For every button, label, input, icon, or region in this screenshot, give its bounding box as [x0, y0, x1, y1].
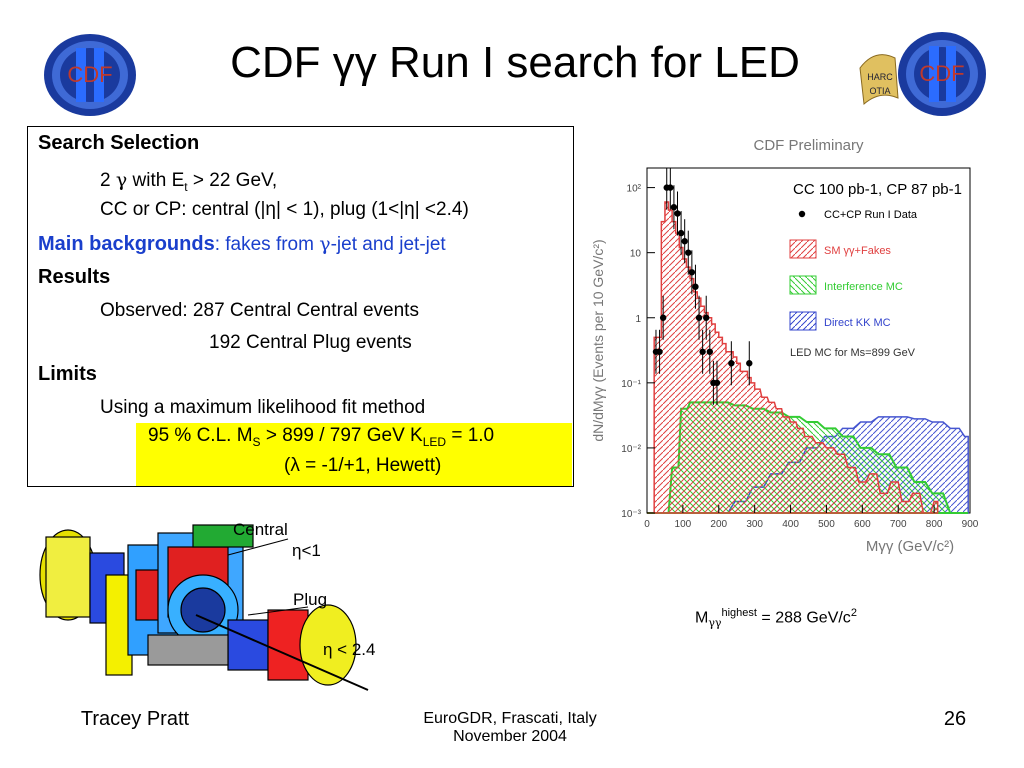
legend-swatch: [789, 311, 817, 331]
banner-text-1: HARC: [867, 72, 893, 82]
x-tick-label: 200: [710, 519, 727, 530]
selection-box: Search Selection 2 γ with Et > 22 GeV, C…: [27, 126, 574, 487]
backgrounds-line: Main backgrounds: fakes from γ-jet and j…: [38, 233, 446, 255]
banner-text-2: OTIA: [869, 86, 890, 96]
data-point: [659, 314, 667, 321]
x-axis-label: Mγγ (GeV/c²): [866, 538, 954, 555]
observed-line: Observed: 287 Central Central events: [100, 300, 419, 321]
data-point: [728, 360, 735, 367]
venue-line-1: EuroGDR, Frascati, Italy: [423, 710, 597, 727]
x-tick-label: 0: [644, 519, 650, 530]
y-tick-label: 10⁻¹: [621, 379, 641, 390]
legend-note: LED MC for Ms=899 GeV: [790, 347, 916, 359]
results-heading: Results: [38, 266, 111, 288]
venue-line-2: November 2004: [453, 728, 567, 745]
detector-drawing: Central η<1 Plug η < 2.4: [39, 520, 375, 691]
x-tick-label: 100: [675, 519, 692, 530]
mass-note: Mγγhighest = 288 GeV/c2: [695, 607, 857, 630]
legend-swatch: [789, 239, 817, 259]
venue: EuroGDR, Frascati, Italy November 2004: [380, 710, 640, 746]
page-number: 26: [943, 708, 967, 730]
legend-label: CC+CP Run I Data: [824, 209, 918, 221]
limit-line-2: (λ = -1/+1, Hewett): [284, 455, 442, 476]
x-tick-label: 600: [854, 519, 871, 530]
x-tick-label: 300: [746, 519, 763, 530]
legend-swatch-data: [798, 210, 806, 218]
x-tick-label: 800: [926, 519, 943, 530]
legend-label: Interference MC: [824, 281, 903, 293]
chart-container: CDF Preliminary 0 100 200 300 400 500 600 700 800…: [585, 128, 995, 558]
data-point: [699, 348, 706, 355]
gamma-symbol: γ: [115, 169, 128, 191]
y-axis-label: dN/dMγγ (Events per 10 GeV/c²): [590, 239, 606, 441]
y-tick-label: 10: [630, 249, 642, 260]
plug-events-line: 192 Central Plug events: [209, 332, 412, 353]
method-line: Using a maximum likelihood fit method: [100, 397, 426, 418]
search-selection-heading: Search Selection: [38, 132, 200, 154]
x-tick-label: 400: [782, 519, 799, 530]
y-tick-label: 10⁻³: [621, 509, 641, 520]
data-point: [713, 379, 721, 387]
legend-label: SM γγ+Fakes: [824, 245, 891, 257]
limit-highlight: 95 % C.L. MS > 899 / 797 GeV KLED = 1.0 …: [136, 423, 572, 486]
limits-heading: Limits: [38, 363, 97, 385]
limit-line-1: 95 % C.L. MS > 899 / 797 GeV KLED = 1.0: [148, 425, 495, 449]
cdf-logo-right-icon: HARC OTIA CDF: [859, 32, 986, 116]
data-point: [746, 360, 753, 367]
cdf-logo-right: HARC OTIA CDF: [850, 28, 990, 120]
label-eta-plug: η < 2.4: [323, 640, 375, 659]
cdf-logo-right-text: CDF: [919, 61, 964, 86]
mass-spectrum-chart: CDF Preliminary 0 100 200 300 400 500 600 700 800…: [590, 137, 979, 555]
label-plug: Plug: [293, 590, 327, 609]
data-point: [706, 348, 714, 355]
data-point: [670, 203, 678, 211]
cdf-logo-left-icon: CDF: [44, 34, 136, 116]
data-point: [677, 229, 685, 237]
y-tick-label: 10²: [627, 184, 642, 195]
data-point: [692, 283, 699, 290]
x-tick-label: 900: [962, 519, 979, 530]
data-point: [674, 210, 681, 217]
data-point: [656, 348, 663, 355]
author-name: Tracey Pratt: [80, 708, 190, 730]
x-tick-label: 700: [890, 519, 907, 530]
legend-swatch: [789, 275, 817, 295]
backgrounds-heading: Main backgrounds: [38, 233, 215, 255]
selection-line-2: CC or CP: central (|η| < 1), plug (1<|η|…: [100, 199, 469, 220]
data-point: [685, 249, 692, 256]
series-sm-fakes: [647, 201, 939, 514]
label-central: Central: [233, 520, 288, 539]
y-tick-label: 10⁻²: [621, 444, 641, 455]
selection-line-1: 2 γ with Et > 22 GeV,: [100, 169, 278, 194]
chart-title: CDF Preliminary: [753, 137, 864, 154]
cdf-logo-left-text: CDF: [67, 62, 112, 87]
data-point: [681, 238, 688, 245]
x-tick-label: 500: [818, 519, 835, 530]
slide-title: CDF γγ Run I search for LED: [230, 38, 800, 87]
data-point: [688, 269, 696, 276]
label-eta-central: η<1: [292, 541, 321, 560]
data-point: [667, 184, 674, 191]
cdf-logo-left: CDF: [40, 30, 140, 120]
detector-figure: Central η<1 Plug η < 2.4: [28, 515, 408, 695]
chart-annotation: CC 100 pb-1, CP 87 pb-1: [793, 181, 962, 198]
data-point: [695, 314, 703, 321]
y-tick-label: 1: [635, 314, 641, 325]
data-point: [703, 314, 710, 321]
legend-label: Direct KK MC: [824, 317, 891, 329]
